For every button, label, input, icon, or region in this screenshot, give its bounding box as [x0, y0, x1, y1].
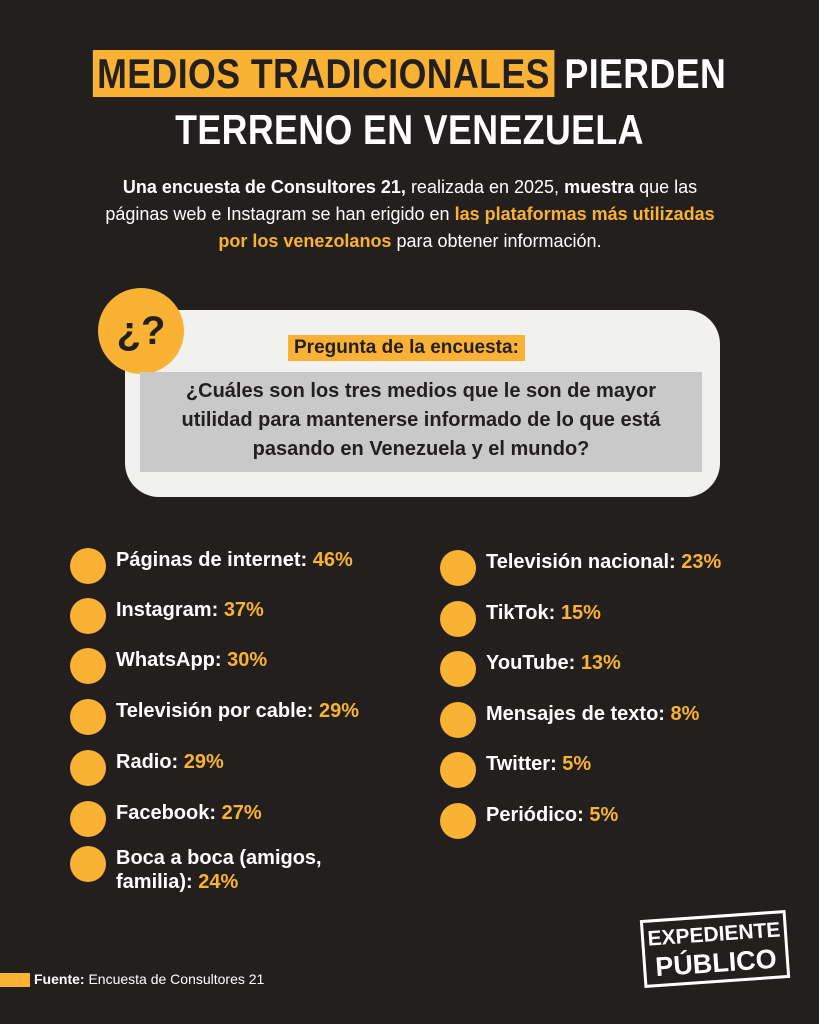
item-icon [70, 548, 106, 584]
item-icon [70, 750, 106, 786]
item-value: 46% [312, 549, 353, 571]
item-label: Televisión por cable: [116, 700, 314, 722]
intro-text: muestra [564, 177, 635, 197]
item-value: 37% [223, 599, 264, 621]
item-icon [70, 846, 106, 882]
item: YouTube: 13% [486, 651, 786, 675]
item-label: Instagram: [116, 599, 219, 621]
source-bar [0, 973, 30, 987]
item-icon [70, 598, 106, 634]
item-icon [440, 803, 476, 839]
question-label: Pregunta de la encuesta: [288, 335, 525, 361]
item-label: Boca a boca (amigos, familia): [116, 847, 322, 893]
item-label: WhatsApp: [116, 649, 222, 671]
item: Periódico: 5% [486, 803, 786, 827]
item: Facebook: 27% [116, 801, 376, 825]
source-label: Fuente: [34, 971, 85, 987]
intro-text: para obtener información. [391, 231, 602, 251]
intro-text: Una encuesta de Consultores 21, [122, 177, 406, 197]
source-text: Encuesta de Consultores 21 [88, 971, 265, 987]
item-label: TikTok: [486, 602, 556, 624]
item-label: Twitter: [486, 753, 557, 775]
item: Instagram: 37% [116, 598, 376, 622]
item-label: Periódico: [486, 804, 584, 826]
item-value: 29% [319, 700, 360, 722]
source: Fuente: Encuesta de Consultores 21 [34, 971, 264, 987]
item-value: 5% [589, 804, 619, 826]
title-highlight: MEDIOS TRADICIONALES [92, 50, 555, 97]
item-value: 15% [560, 602, 601, 624]
logo: EXPEDIENTE PÚBLICO [639, 909, 791, 989]
question-text: ¿Cuáles son los tres medios que le son d… [140, 372, 702, 472]
question-badge: ¿? [98, 288, 184, 374]
title-line2: TERRENO EN VENEZUELA [175, 106, 644, 153]
item-value: 13% [580, 652, 621, 674]
title-line1: MEDIOS TRADICIONALES PIERDEN [61, 50, 757, 98]
item-label: Televisión nacional: [486, 551, 676, 573]
item: Radio: 29% [116, 750, 376, 774]
item-value: 24% [198, 871, 239, 893]
item: Twitter: 5% [486, 752, 786, 776]
item-value: 27% [221, 802, 262, 824]
item-icon [70, 648, 106, 684]
item-icon [440, 601, 476, 637]
item: Páginas de internet: 46% [116, 548, 376, 572]
item-icon [440, 702, 476, 738]
item-icon [70, 699, 106, 735]
item: TikTok: 15% [486, 601, 786, 625]
item-value: 23% [681, 551, 722, 573]
intro-text: las plataformas más utilizadas por los v… [218, 204, 715, 251]
item-icon [440, 651, 476, 687]
intro-text: que las páginas web e Instagram se han e… [105, 177, 698, 224]
item-value: 8% [670, 703, 700, 725]
item-icon [70, 801, 106, 837]
item: Mensajes de texto: 8% [486, 702, 786, 726]
item-label: Radio: [116, 751, 179, 773]
intro-text: realizada en 2025, [405, 177, 565, 197]
item-icon [440, 550, 476, 586]
item-icon [440, 752, 476, 788]
item-label: Mensajes de texto: [486, 703, 665, 725]
item: Televisión nacional: 23% [486, 550, 786, 574]
intro: Una encuesta de Consultores 21, realizad… [90, 174, 730, 255]
item: Televisión por cable: 29% [116, 699, 376, 723]
item-value: 5% [562, 753, 592, 775]
item-label: Facebook: [116, 802, 217, 824]
title-rest: PIERDEN [564, 50, 727, 97]
item-value: 29% [183, 751, 224, 773]
item: Boca a boca (amigos, familia): 24% [116, 846, 376, 894]
item: WhatsApp: 30% [116, 648, 376, 672]
item-value: 30% [227, 649, 268, 671]
item-label: Páginas de internet: [116, 549, 308, 571]
item-label: YouTube: [486, 652, 576, 674]
